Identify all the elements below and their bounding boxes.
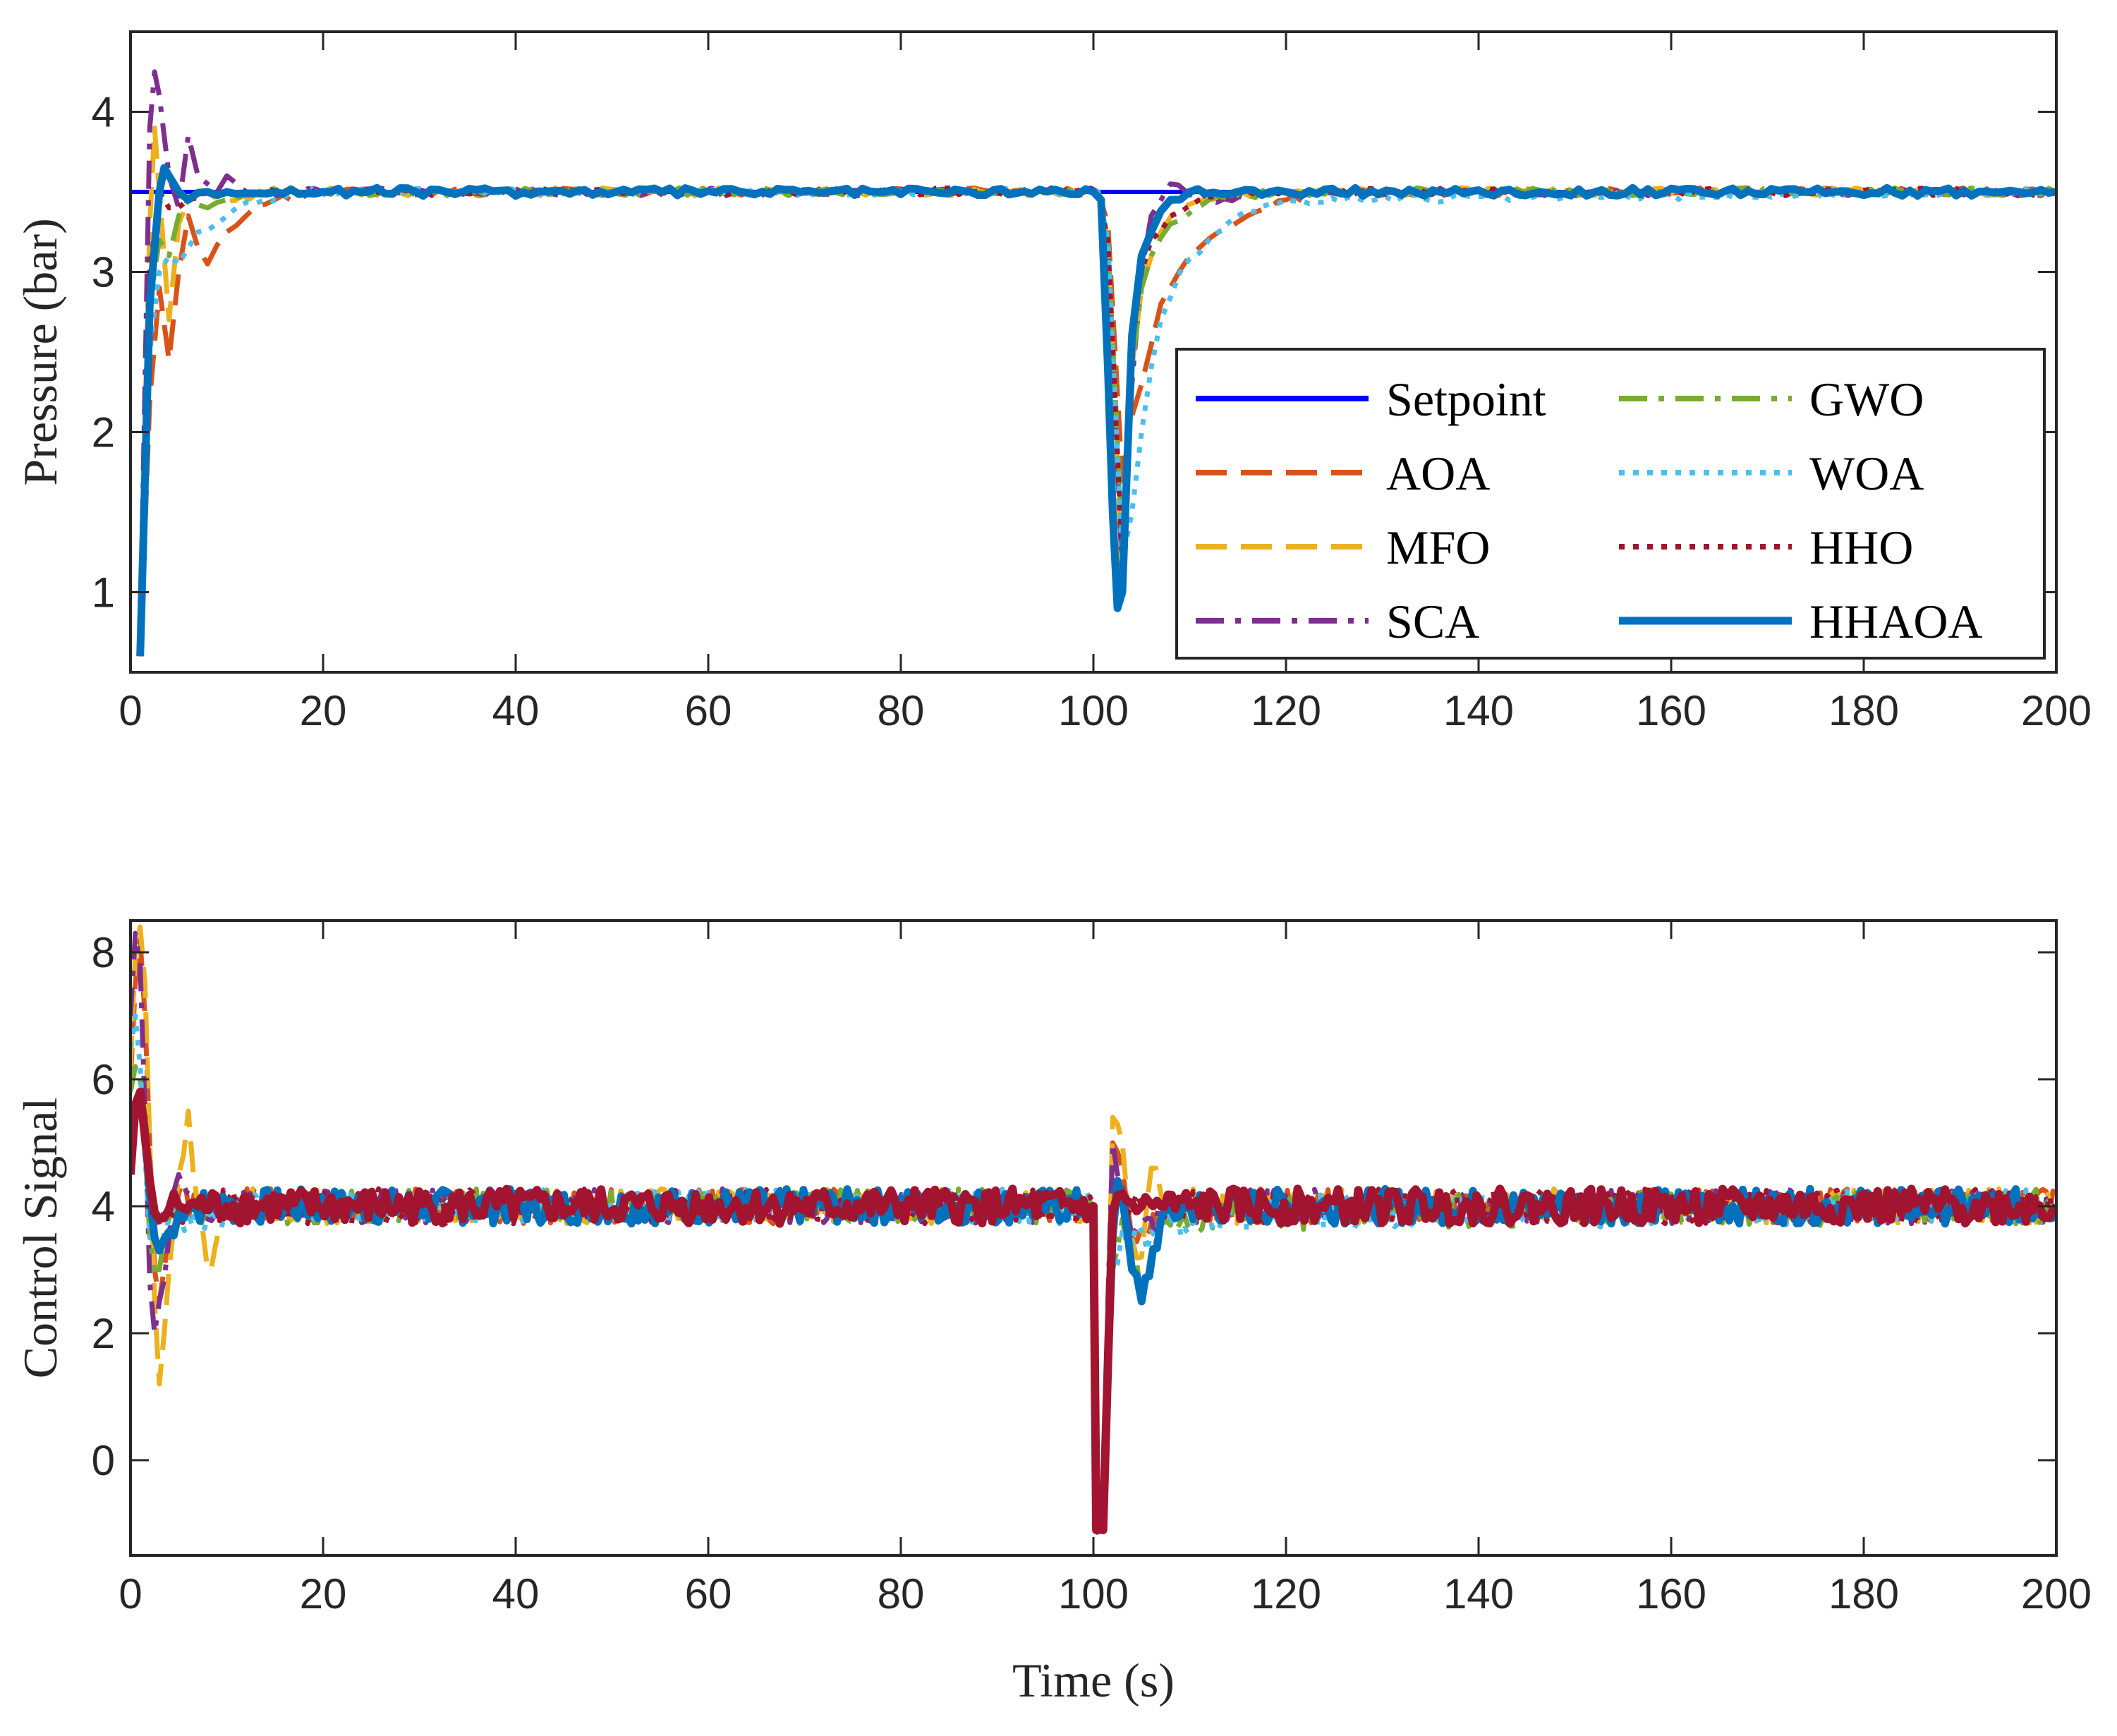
xtick-label: 100 (1058, 1570, 1129, 1617)
xtick-label: 40 (492, 1570, 540, 1617)
xtick-label: 20 (300, 1570, 347, 1617)
xtick-label: 200 (2021, 1570, 2092, 1617)
legend-label-woa: WOA (1809, 447, 1924, 500)
xtick-label: 140 (1443, 687, 1514, 734)
ytick-label: 1 (92, 569, 115, 617)
xtick-label: 160 (1636, 687, 1706, 734)
pressure-ylabel: Pressure (bar) (13, 218, 67, 486)
legend-label-sca: SCA (1386, 595, 1479, 648)
series-line-hho-trace (131, 1088, 2056, 1534)
xtick-label: 0 (119, 1570, 142, 1617)
xtick-label: 80 (878, 687, 925, 734)
legend-label-aoa: AOA (1386, 447, 1490, 500)
legend-label-hhaoa: HHAOA (1809, 595, 1983, 648)
xtick-label: 200 (2021, 687, 2092, 734)
pressure-ticks: 0 20 40 60 80 100 120 140 160 180 200 1 2 3 4 (92, 32, 2092, 734)
pressure-series-group (131, 69, 2056, 657)
legend-label-setpoint: Setpoint (1386, 372, 1546, 426)
xtick-label: 180 (1828, 687, 1899, 734)
legend-label-hho: HHO (1809, 521, 1913, 574)
control-signal-plot: 0 20 40 60 80 100 120 140 160 180 200 0 2 4 6 8 Control… (13, 919, 2092, 1707)
ytick-label: 2 (92, 409, 115, 456)
legend-label-mfo: MFO (1386, 521, 1490, 574)
ytick-label: 4 (92, 1183, 115, 1230)
control-ylabel: Control Signal (13, 1098, 67, 1379)
xtick-label: 80 (878, 1570, 925, 1617)
control-ticks: 0 20 40 60 80 100 120 140 160 180 200 0 2 4 6 8 (92, 921, 2092, 1617)
legend: Setpoint AOA MFO SCA GWO WOA HHO HHAOA (1175, 348, 2046, 660)
xtick-label: 120 (1251, 687, 1321, 734)
xtick-label: 60 (685, 687, 732, 734)
ytick-label: 0 (92, 1437, 115, 1484)
xtick-label: 60 (685, 1570, 732, 1617)
pressure-axes-box (129, 30, 2058, 674)
xtick-label: 180 (1828, 1570, 1899, 1617)
xtick-label: 20 (300, 687, 347, 734)
ytick-label: 4 (92, 89, 115, 136)
legend-label-gwo: GWO (1809, 372, 1924, 426)
control-axes-box (129, 919, 2058, 1557)
ytick-label: 2 (92, 1310, 115, 1357)
xtick-label: 0 (119, 687, 142, 734)
ytick-label: 3 (92, 249, 115, 296)
xtick-label: 100 (1058, 687, 1129, 734)
ytick-label: 8 (92, 929, 115, 976)
xtick-label: 40 (492, 687, 540, 734)
control-series-group (131, 924, 2056, 1541)
control-xlabel: Time (s) (1012, 1653, 1175, 1707)
xtick-label: 120 (1251, 1570, 1321, 1617)
ytick-label: 6 (92, 1056, 115, 1103)
xtick-label: 160 (1636, 1570, 1706, 1617)
xtick-label: 140 (1443, 1570, 1514, 1617)
series-line-hhaoa (136, 164, 2056, 657)
